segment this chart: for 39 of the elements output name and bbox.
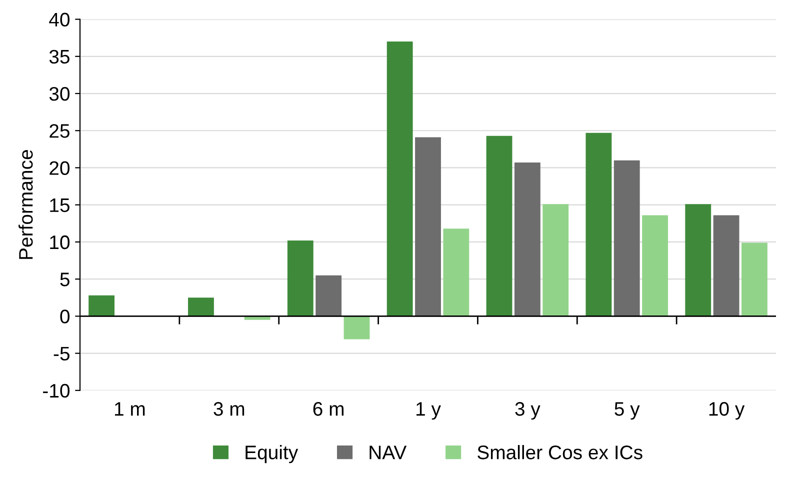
bar (88, 295, 114, 316)
x-tick-label: 5 y (614, 402, 640, 420)
legend-label: Equity (246, 445, 298, 464)
y-tick-label: 30 (49, 86, 70, 101)
x-tick-label: 1 y (416, 402, 441, 420)
y-tick-label: 35 (49, 50, 70, 64)
bar (188, 298, 214, 316)
y-tick-label: 10 (50, 235, 70, 250)
y-tick-label: 15 (50, 198, 70, 212)
legend-label: NAV (370, 446, 407, 460)
bar (415, 137, 441, 316)
x-tick-label: 3 m (214, 402, 244, 416)
bar (386, 42, 413, 316)
legend-label: Smaller Cos ex ICs (478, 445, 642, 460)
bar (287, 240, 314, 316)
x-tick-label: 10 y (709, 402, 745, 420)
bar (542, 204, 569, 316)
bar (316, 275, 342, 316)
y-tick-label: 0 (60, 310, 70, 324)
y-tick-label: 25 (50, 124, 70, 138)
bar (713, 215, 740, 316)
y-tick-label: -5 (54, 346, 70, 361)
bar (685, 204, 712, 316)
bar (344, 316, 370, 340)
bar (642, 215, 668, 316)
y-tick-label: -10 (43, 384, 70, 398)
bar (443, 228, 470, 316)
x-tick-label: 3 y (515, 402, 540, 420)
y-tick-label: 40 (49, 12, 70, 27)
bar (742, 242, 768, 316)
y-tick-label: 20 (50, 161, 70, 175)
y-axis-title: Performance (18, 150, 33, 259)
x-tick-label: 1 m (114, 402, 145, 416)
bar (586, 132, 612, 316)
bar (614, 160, 640, 316)
y-tick-label: 5 (60, 272, 70, 286)
x-tick-label: 6 m (313, 402, 344, 416)
bar (514, 162, 540, 316)
bar (486, 136, 512, 316)
